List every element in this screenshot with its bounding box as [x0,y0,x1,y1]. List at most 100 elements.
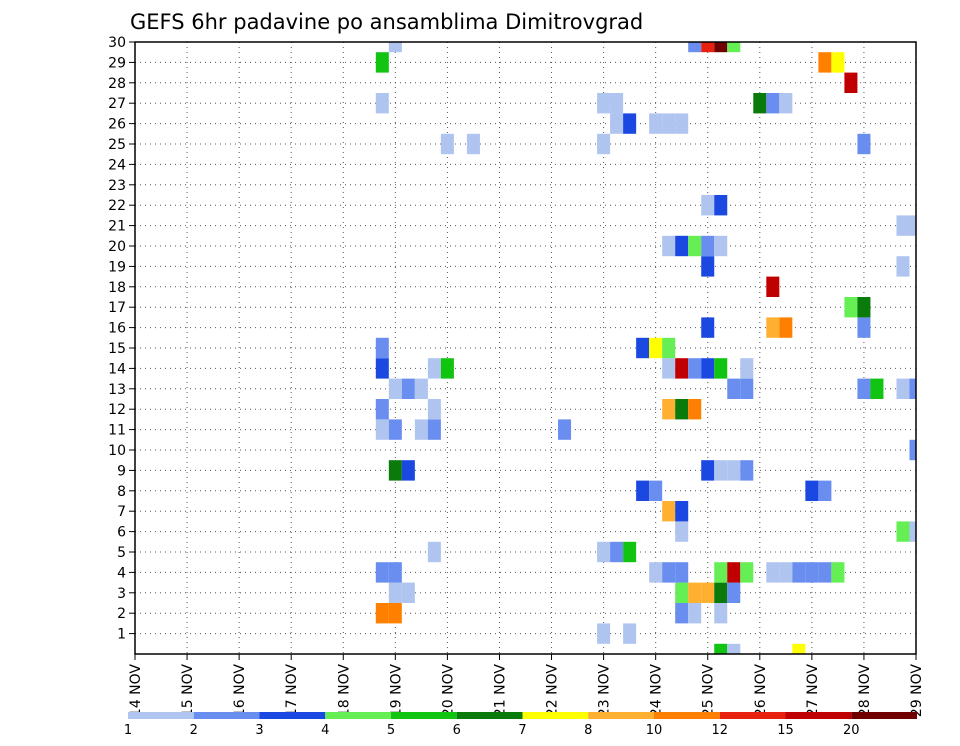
precip-cell [375,603,389,624]
y-tick-label: 9 [117,463,126,479]
precip-cell [610,113,624,134]
precip-cell [662,501,676,522]
precip-cell [766,93,780,114]
y-tick-label: 12 [108,402,126,418]
precip-cell [675,399,689,420]
precip-cell [427,358,441,379]
precip-cell [675,501,689,522]
precip-cell [896,256,910,277]
precip-cell [675,562,689,583]
precip-cell [636,480,650,501]
precip-cell [818,562,832,583]
precip-cell [375,337,389,359]
precip-cell [375,399,389,420]
x-tick-label: 23 NOV [597,664,613,718]
precip-cell [440,133,454,155]
precip-cell [779,562,793,583]
precip-cell [558,419,572,440]
precip-cell [701,317,715,338]
precip-cell [375,52,389,73]
y-tick-label: 26 [108,117,126,133]
colorbar-swatch [654,712,720,719]
precip-cell [740,460,754,481]
colorbar-swatch [128,712,194,719]
x-tick-label: 15 NOV [180,664,196,718]
x-tick-label: 25 NOV [701,664,717,718]
precip-cell [440,358,454,379]
precip-cell [779,317,793,338]
precip-cell [623,113,637,134]
precip-cell [649,480,663,501]
x-tick-label: 29 NOV [909,664,925,718]
precip-cell [401,582,415,603]
y-tick-label: 22 [108,198,126,214]
precip-cell [701,358,715,379]
colorbar-label: 8 [584,723,592,738]
precip-cell [740,378,754,399]
precip-cell [675,113,689,134]
colorbar-legend: 1 2 3 4 5 6 7 8 10 12 15 20 [124,712,917,738]
x-tick-label: 16 NOV [232,664,248,718]
colorbar-label: 4 [321,723,329,738]
precip-cell [753,93,767,114]
y-tick-label: 28 [108,76,126,92]
x-tick-label: 24 NOV [649,664,665,718]
x-tick-label: 18 NOV [336,664,352,718]
x-tick-label: 14 NOV [128,664,144,718]
precip-cell [597,623,611,644]
y-tick-label: 23 [108,178,126,194]
precip-cell [857,378,871,399]
precip-cell [714,643,728,654]
precip-cell [844,297,858,318]
precip-cell [636,337,650,359]
x-tick-label: 19 NOV [388,664,404,718]
y-tick-label: 18 [108,280,126,296]
precip-cell [388,378,402,399]
y-tick-label: 6 [117,525,126,541]
precip-cell [388,562,402,583]
y-tick-label: 10 [108,443,126,459]
y-tick-label: 24 [108,157,126,173]
precip-cell [896,521,910,542]
precip-cell [649,113,663,134]
precip-cell [714,235,728,257]
precip-cell [909,378,916,399]
colorbar-label: 20 [843,723,860,738]
precip-cell [831,562,845,583]
precip-cell [401,460,415,481]
x-tick-label: 20 NOV [440,664,456,718]
precip-cell [766,562,780,583]
grid-lines [135,42,916,654]
precipitation-cells [375,42,916,654]
precip-cell [779,93,793,114]
precip-cell [805,562,819,583]
colorbar-swatch [193,712,260,719]
y-tick-label: 17 [108,300,126,316]
precip-cell [675,582,689,603]
precip-cell [662,358,676,379]
precip-cell [857,317,871,338]
precip-cell [688,603,702,624]
precip-cell [388,419,402,440]
precip-cell [388,582,402,603]
precip-cell [688,235,702,257]
precip-cell [662,337,676,359]
colorbar-swatch [259,712,326,719]
precip-cell [844,72,858,93]
y-tick-label: 3 [117,586,126,602]
precip-cell [831,52,845,73]
y-tick-label: 4 [117,565,126,581]
precip-cell [909,521,916,542]
precip-cell [427,541,441,563]
precip-cell [662,399,676,420]
precip-cell [714,460,728,481]
precip-cell [792,643,806,654]
precip-cell [649,337,663,359]
precip-cell [740,358,754,379]
y-tick-label: 2 [117,606,126,622]
precip-cell [388,460,402,481]
precip-cell [414,419,428,440]
colorbar-swatch [785,712,852,719]
y-tick-label: 30 [108,35,126,51]
